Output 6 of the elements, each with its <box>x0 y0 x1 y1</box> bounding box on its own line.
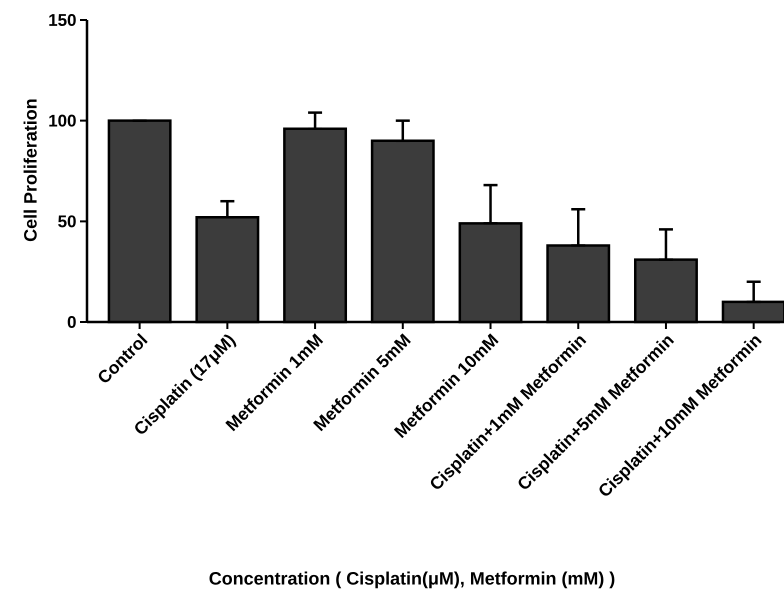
x-axis-title: Concentration ( Cisplatin(μM), Metformin (mM) ) <box>210 572 614 588</box>
y-tick-label: 0 <box>68 316 76 328</box>
y-tick-label: 50 <box>58 215 76 228</box>
y-tick-label: 100 <box>49 114 76 127</box>
y-axis-title: Cell Proliferation <box>24 99 37 242</box>
y-tick-label: 150 <box>49 14 76 26</box>
